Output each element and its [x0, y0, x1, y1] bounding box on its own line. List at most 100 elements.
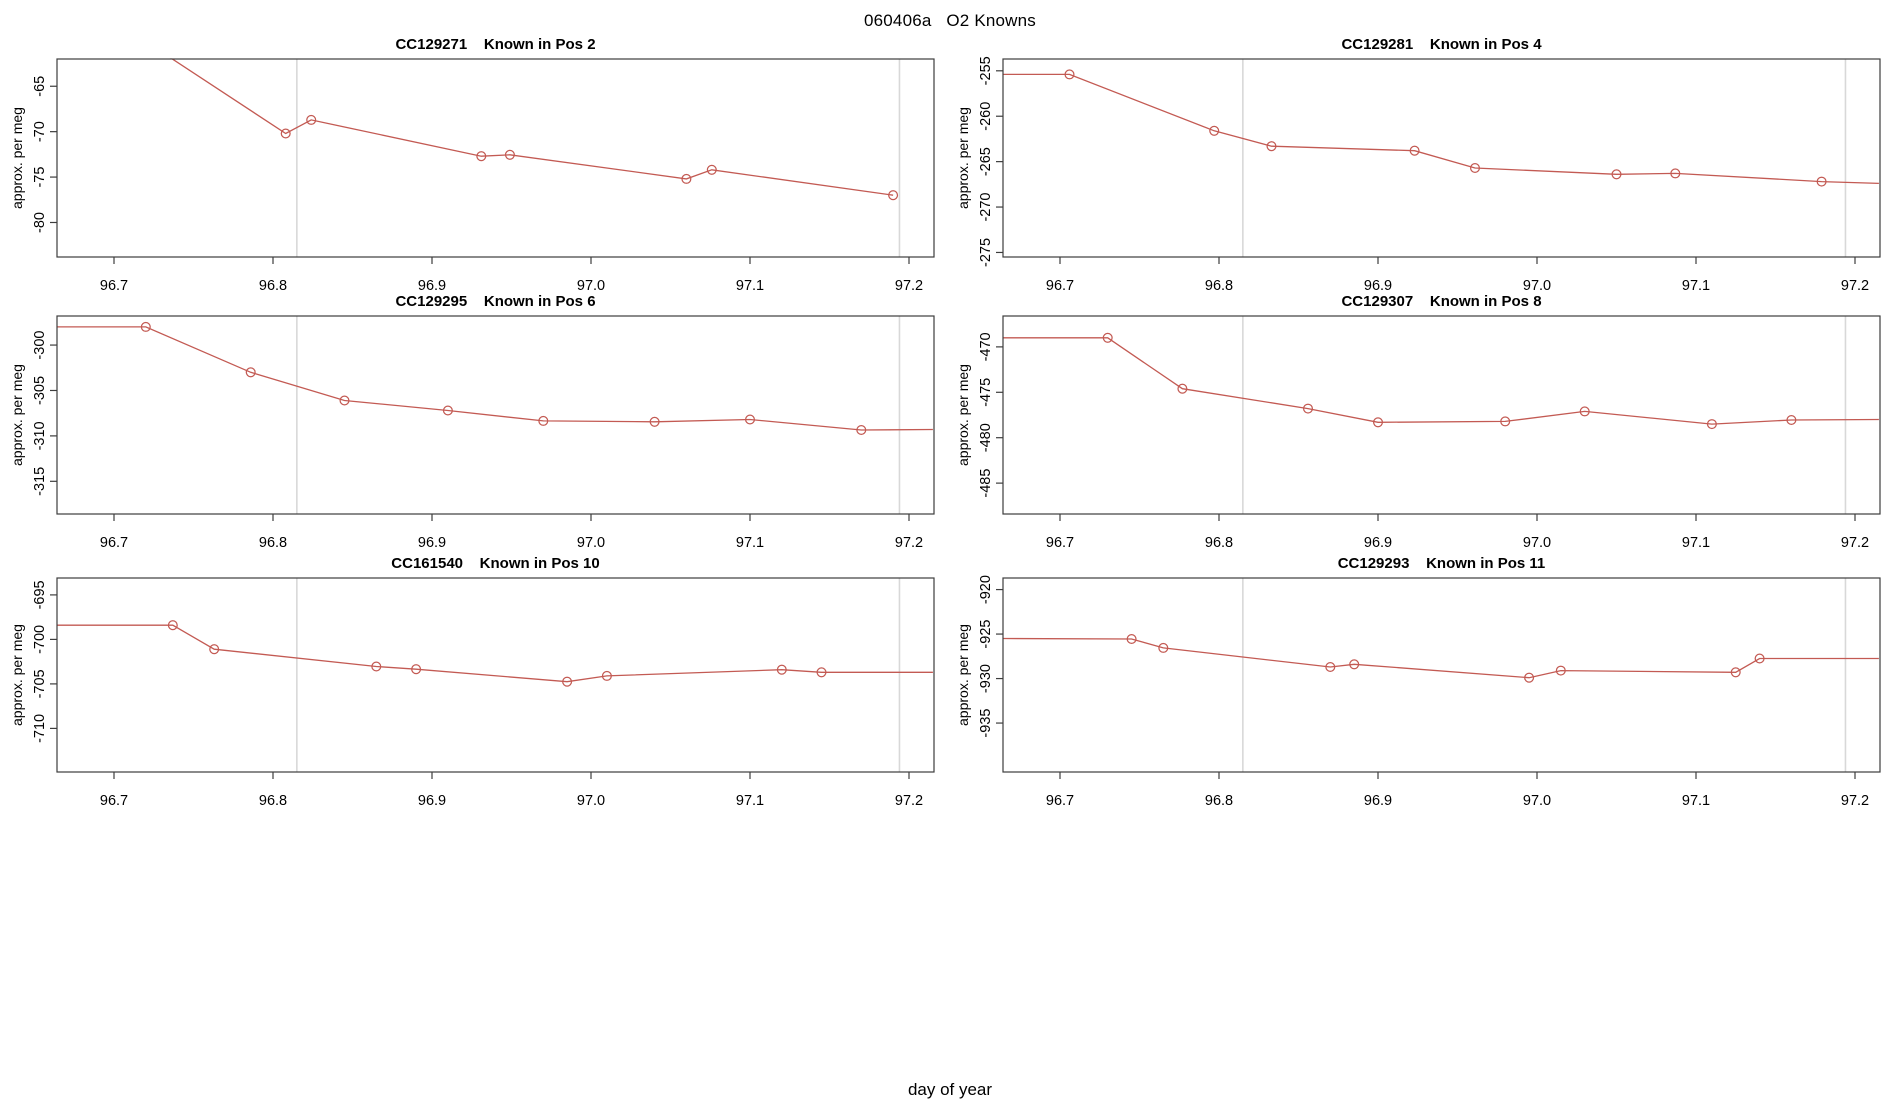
y-tick-label: -470: [978, 332, 994, 361]
data-point-marker: [1816, 176, 1827, 187]
plot-box: [56, 58, 935, 258]
y-tick-label: -705: [32, 669, 48, 698]
panel-title: CC129281 Known in Pos 4: [1341, 36, 1542, 53]
y-tick-label: -315: [32, 467, 48, 496]
data-point-marker: [856, 424, 867, 436]
x-tick-label: 97.2: [895, 535, 923, 551]
data-point-marker: [442, 405, 453, 416]
plot-box: [1002, 577, 1881, 773]
data-point-marker: [1209, 125, 1220, 136]
x-tick-label: 96.8: [1205, 535, 1233, 551]
data-line: [1003, 637, 1879, 679]
y-tick-label: -710: [32, 714, 48, 743]
chart-panel-pos4: 96.7 96.8 96.9 97.0 97.1 97.2 -255 -260 -265 -270…: [946, 30, 1896, 310]
y-tick-label: -310: [32, 421, 48, 450]
data-point-marker: [1469, 162, 1481, 174]
x-tick-label: 96.8: [1205, 793, 1233, 809]
x-tick-label: 96.8: [1205, 278, 1233, 294]
panel-title: CC161540 Known in Pos 10: [391, 555, 600, 572]
plot-box: [56, 577, 935, 773]
data-point-marker: [1670, 168, 1681, 179]
data-point-marker: [1524, 672, 1535, 683]
chart-svg: 96.7 96.8 96.9 97.0 97.1 97.2 -255 -260 -265 -270…: [978, 56, 1881, 294]
data-point-marker: [776, 664, 787, 675]
data-point-marker: [306, 114, 317, 125]
data-point-marker: [476, 151, 487, 162]
x-tick-label: 96.7: [100, 793, 128, 809]
data-point-marker: [245, 367, 256, 378]
y-tick-label: -275: [978, 238, 994, 267]
data-point-marker: [538, 415, 549, 426]
data-point-marker: [1579, 406, 1590, 417]
main-title: 060406a O2 Knowns: [863, 11, 1037, 30]
chart-panel-pos11: 96.7 96.8 96.9 97.0 97.1 97.2 -920 -925 -930 -935…: [946, 549, 1896, 829]
y-tick-label: -480: [978, 423, 994, 452]
data-point-marker: [1500, 416, 1511, 427]
y-tick-label: -485: [978, 469, 994, 498]
y-axis-label: approx. per meg: [955, 107, 971, 209]
chart-panel-pos2: 96.7 96.8 96.9 97.0 97.1 97.2 -65 -70 -75 -80 CC1…: [0, 30, 950, 310]
data-point-marker: [1302, 403, 1314, 414]
data-point-marker: [167, 620, 178, 631]
data-point-marker: [1349, 659, 1360, 670]
x-tick-label: 97.0: [577, 793, 605, 809]
data-point-marker: [1754, 653, 1765, 664]
data-line: [57, 326, 933, 431]
y-tick-label: -65: [32, 76, 48, 97]
x-tick-label: 96.7: [1046, 278, 1074, 294]
data-point-marker: [1158, 642, 1169, 653]
data-point-marker: [140, 321, 151, 332]
data-line: [1003, 337, 1879, 425]
y-tick-label: -75: [32, 167, 48, 188]
y-tick-label: -80: [32, 212, 48, 233]
y-axis-label: approx. per meg: [9, 364, 25, 466]
data-point-marker: [1555, 665, 1566, 676]
y-tick-label: -695: [32, 580, 48, 609]
x-tick-label: 97.0: [1523, 278, 1551, 294]
data-point-marker: [1102, 332, 1113, 343]
x-tick-label: 97.1: [1682, 278, 1710, 294]
x-tick-label: 97.0: [577, 535, 605, 551]
data-point-marker: [649, 416, 660, 427]
plot-box: [1002, 315, 1881, 515]
y-tick-label: -70: [32, 121, 48, 142]
data-point-marker: [1409, 145, 1420, 156]
x-tick-label: 96.9: [1364, 793, 1392, 809]
x-tick-label: 97.1: [1682, 793, 1710, 809]
x-axis-label: day of year: [907, 1080, 993, 1099]
x-tick-label: 97.2: [1841, 278, 1869, 294]
y-tick-label: -925: [978, 620, 994, 649]
x-tick-label: 97.2: [1841, 535, 1869, 551]
panel-title: CC129271 Known in Pos 2: [395, 36, 596, 53]
y-axis-label: approx. per meg: [9, 624, 25, 726]
y-tick-label: -265: [978, 147, 994, 176]
data-point-marker: [706, 164, 717, 175]
x-tick-label: 97.2: [895, 278, 923, 294]
x-tick-label: 97.1: [1682, 535, 1710, 551]
x-tick-label: 96.7: [100, 278, 128, 294]
x-tick-label: 96.8: [259, 793, 287, 809]
data-point-marker: [1177, 383, 1188, 394]
data-line: [170, 58, 894, 196]
x-tick-label: 97.2: [1841, 793, 1869, 809]
data-point-marker: [1266, 141, 1277, 152]
x-tick-label: 96.7: [1046, 793, 1074, 809]
data-point-marker: [339, 395, 350, 406]
data-line: [57, 624, 933, 683]
data-point-marker: [1064, 69, 1075, 80]
x-tick-label: 96.8: [259, 278, 287, 294]
data-line: [1003, 73, 1879, 185]
panel-title: CC129293 Known in Pos 11: [1337, 555, 1546, 572]
y-tick-label: -270: [978, 193, 994, 222]
chart-svg: 96.7 96.8 96.9 97.0 97.1 97.2 -65 -70 -75 -80: [32, 58, 935, 294]
data-point-marker: [1126, 633, 1137, 645]
panel-title: CC129295 Known in Pos 6: [395, 293, 596, 310]
data-point-marker: [411, 664, 422, 675]
data-point-marker: [681, 173, 692, 184]
x-tick-label: 96.7: [1046, 535, 1074, 551]
x-tick-label: 97.1: [736, 278, 764, 294]
data-point-marker: [1325, 661, 1336, 673]
panel-title: CC129307 Known in Pos 8: [1341, 293, 1542, 310]
x-tick-label: 96.9: [418, 535, 446, 551]
